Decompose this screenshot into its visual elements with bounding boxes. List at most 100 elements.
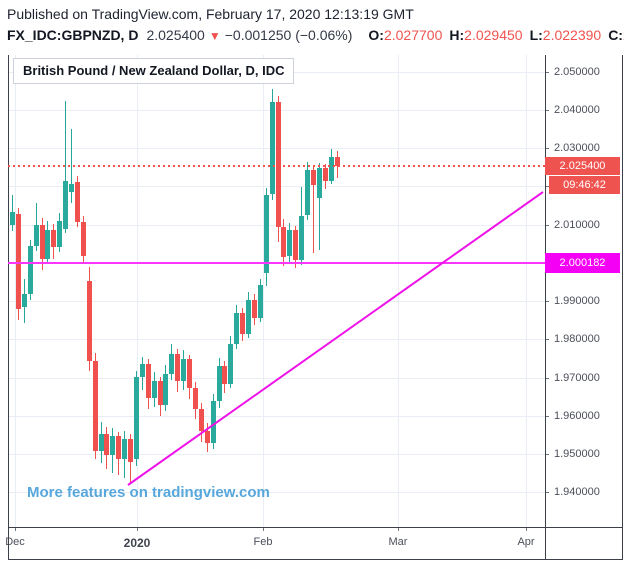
candle	[74, 181, 80, 222]
time-label: 2020	[123, 536, 151, 550]
time-tick	[15, 527, 16, 531]
candle	[216, 365, 222, 402]
high-label: H:	[449, 27, 465, 43]
candle	[175, 353, 181, 382]
candle	[80, 222, 86, 256]
open-value: 2.027700	[383, 27, 443, 43]
last-price: 2.025400	[146, 27, 205, 43]
candle	[322, 168, 328, 181]
time-label: Mar	[388, 536, 408, 548]
chart-plot-area[interactable]: British Pound / New Zealand Dollar, D, I…	[8, 55, 545, 527]
candle	[27, 246, 33, 294]
candle	[122, 439, 128, 460]
candle	[69, 184, 74, 193]
frame-right	[622, 55, 623, 560]
price-label: 1.990000	[554, 295, 600, 307]
price-tick	[545, 339, 549, 340]
candle	[45, 229, 51, 259]
candle	[63, 181, 69, 229]
price-tick	[545, 186, 549, 187]
candle	[98, 433, 104, 451]
gridline-h	[8, 454, 545, 455]
candle	[33, 225, 39, 247]
candle	[228, 343, 234, 385]
price-tick	[545, 416, 549, 417]
candle-wick	[65, 100, 67, 234]
price-label: 2.030000	[554, 142, 600, 154]
price-tick	[545, 72, 549, 73]
price-label: 1.970000	[554, 372, 600, 384]
price-tick	[545, 110, 549, 111]
candle	[157, 380, 163, 405]
candle	[39, 225, 45, 259]
low-value: 2.022390	[542, 27, 602, 43]
candle	[222, 365, 228, 385]
candle	[275, 101, 281, 227]
candle	[198, 408, 204, 431]
price-label: 1.980000	[554, 333, 600, 345]
price-tick	[545, 454, 549, 455]
tradingview-watermark-link[interactable]: More features on tradingview.com	[27, 484, 270, 501]
candle	[139, 363, 145, 377]
candle	[181, 359, 187, 382]
candle	[234, 313, 240, 344]
bar-countdown-badge: 09:46:42	[549, 176, 620, 194]
candle	[10, 211, 15, 226]
candle	[169, 353, 175, 375]
chart-legend[interactable]: British Pound / New Zealand Dollar, D, I…	[13, 58, 295, 84]
price-label: 2.040000	[554, 104, 600, 116]
time-label: Feb	[253, 536, 273, 548]
close-label: C:	[608, 27, 623, 43]
price-label: 2.050000	[554, 66, 600, 78]
price-tick	[545, 148, 549, 149]
price-label: 2.010000	[554, 219, 600, 231]
gridline-v	[398, 55, 399, 527]
candle	[210, 401, 216, 444]
candle	[51, 229, 57, 248]
candle	[86, 280, 92, 361]
symbol-name[interactable]: FX_IDC:GBPNZD, D	[7, 27, 139, 43]
price-tick	[545, 225, 549, 226]
frame-left	[8, 55, 9, 560]
time-axis[interactable]: Dec 2020 Feb Mar Apr	[5, 527, 622, 559]
gridline-h	[8, 378, 545, 379]
time-tick	[263, 527, 264, 531]
low-label: L:	[529, 27, 543, 43]
time-label: Dec	[5, 536, 25, 548]
level-price-badge: 2.000182	[545, 253, 620, 273]
time-label: Apr	[517, 536, 535, 548]
candle	[187, 359, 192, 389]
candle	[151, 380, 157, 399]
price-label: 1.950000	[554, 448, 600, 460]
open-label: O:	[368, 27, 384, 43]
gridline-v	[15, 55, 16, 527]
candle	[104, 433, 110, 455]
time-tick	[137, 527, 138, 531]
price-label: 1.940000	[554, 486, 600, 498]
time-tick	[526, 527, 527, 531]
candle	[92, 360, 98, 451]
candle	[299, 215, 305, 261]
price-tick	[545, 301, 549, 302]
price-axis[interactable]: 2.050000 2.040000 2.030000 2.010000 1.990000…	[545, 55, 622, 527]
candle	[305, 169, 310, 216]
candle	[257, 284, 263, 319]
published-caption: Published on TradingView.com, February 1…	[7, 6, 414, 22]
candle-wick	[312, 164, 314, 253]
gridline-h	[8, 301, 545, 302]
candle	[334, 157, 340, 167]
close-value: 2.025400	[623, 27, 624, 43]
horizontal-level-line[interactable]	[8, 262, 545, 264]
last-price-badge: 2.025400	[545, 157, 620, 175]
price-tick	[545, 378, 549, 379]
candle	[263, 194, 269, 273]
trend-line[interactable]	[8, 55, 545, 527]
candle	[240, 313, 246, 334]
time-tick	[398, 527, 399, 531]
gridline-v	[263, 55, 264, 527]
candle	[287, 229, 293, 257]
current-price-dotted-line	[8, 165, 545, 167]
candle	[251, 300, 257, 319]
candle	[15, 213, 21, 310]
candle	[281, 227, 287, 257]
